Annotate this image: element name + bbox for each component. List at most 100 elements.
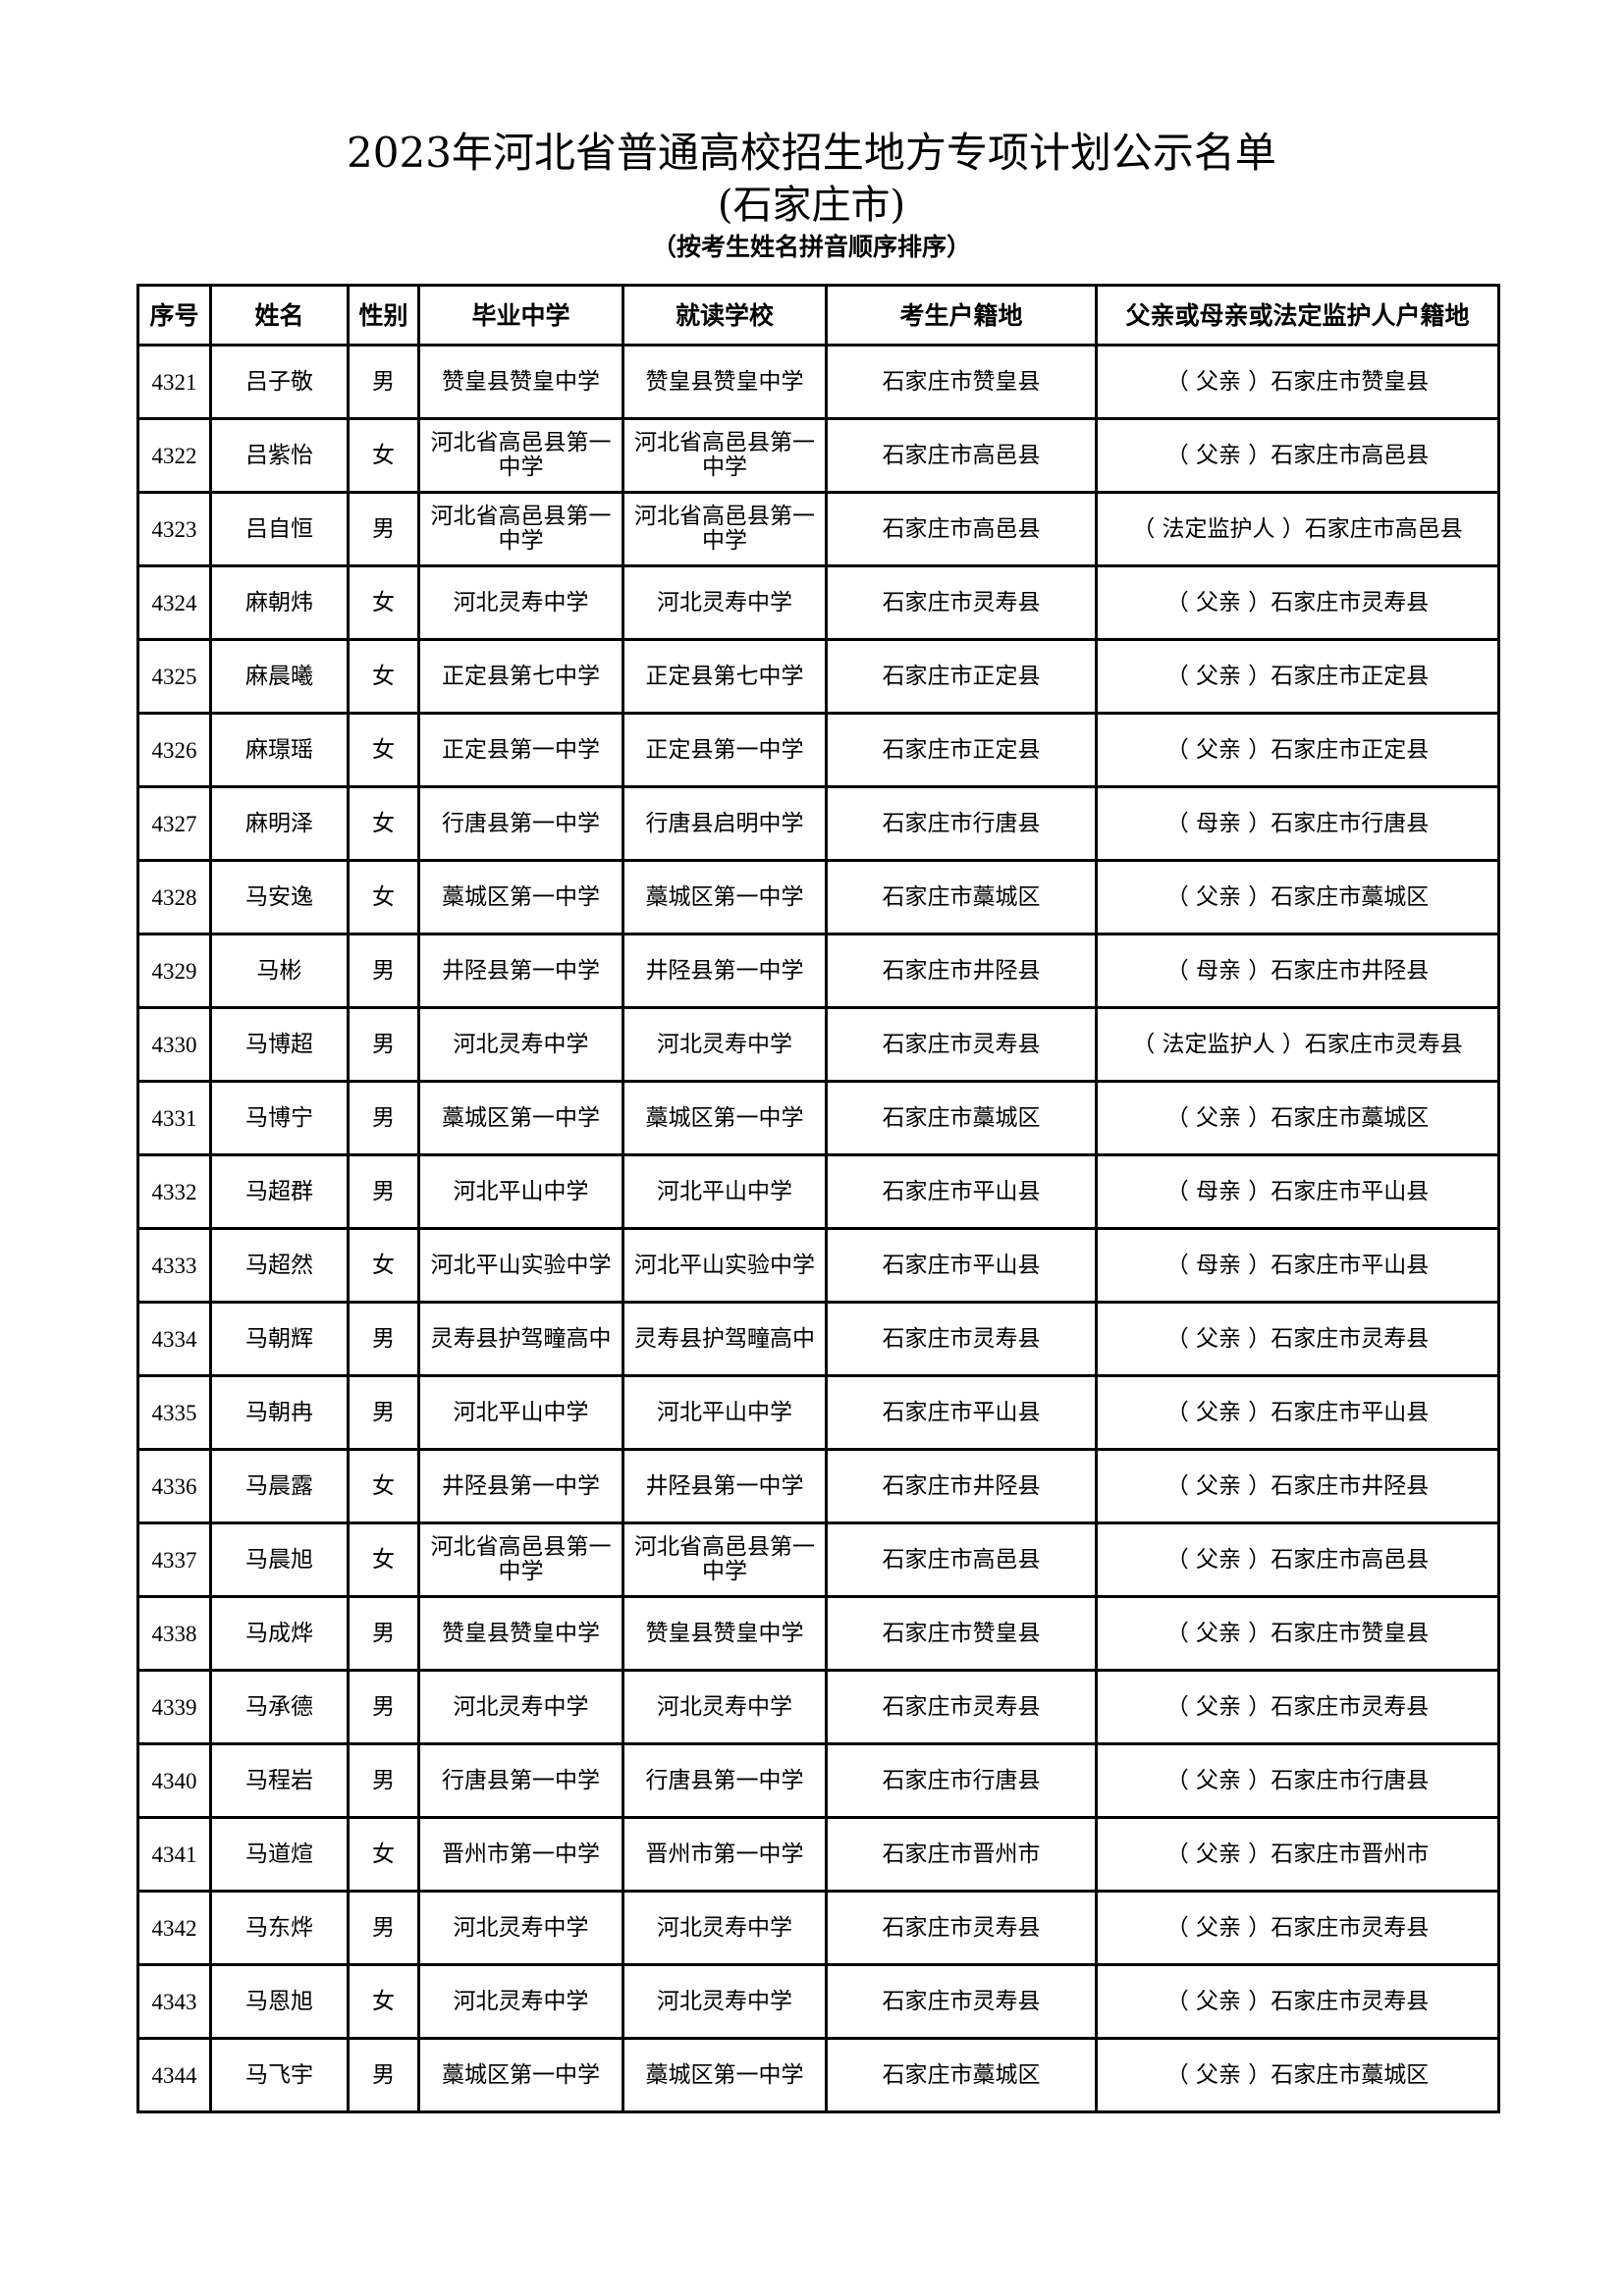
cell-student-hukou: 石家庄市灵寿县 (825, 1006, 1098, 1083)
cell-student-hukou: 石家庄市高邑县 (825, 417, 1098, 494)
table-row: 4337 马晨旭女河北省高邑县第一中学 河北省高邑县第一中学 石家庄市高邑县（ 父亲 … (136, 1522, 1500, 1598)
cell-graduated-school: 晋州市第一中学 (417, 1816, 624, 1893)
cell-index: 4326 (136, 712, 212, 788)
cell-current-school: 正定县第七中学 (622, 638, 828, 715)
cell-guardian-hukou: （ 父亲 ）石家庄市灵寿县 (1095, 1890, 1500, 1966)
cell-index: 4327 (136, 785, 212, 862)
header-guardian-hukou: 父亲或母亲或法定监护人户籍地 (1095, 284, 1500, 347)
cell-guardian-hukou: （ 母亲 ）石家庄市平山县 (1095, 1227, 1500, 1304)
cell-index: 4334 (136, 1301, 212, 1377)
cell-gender: 男 (347, 1669, 420, 1745)
cell-guardian-hukou: （ 法定监护人 ）石家庄市高邑县 (1095, 491, 1500, 567)
cell-student-hukou: 石家庄市平山县 (825, 1153, 1098, 1230)
cell-current-school: 河北省高邑县第一中学 (622, 1522, 828, 1598)
cell-name: 马超然 (209, 1227, 350, 1304)
cell-name: 麻晨曦 (209, 638, 350, 715)
cell-graduated-school: 赞皇县赞皇中学 (417, 1595, 624, 1672)
cell-graduated-school: 藁城区第一中学 (417, 1080, 624, 1156)
cell-gender: 女 (347, 1522, 420, 1598)
cell-current-school: 河北平山中学 (622, 1374, 828, 1451)
cell-index: 4321 (136, 344, 212, 420)
cell-graduated-school: 河北灵寿中学 (417, 1890, 624, 1966)
cell-guardian-hukou: （ 父亲 ）石家庄市灵寿县 (1095, 1963, 1500, 2040)
cell-student-hukou: 石家庄市灵寿县 (825, 1890, 1098, 1966)
cell-current-school: 河北灵寿中学 (622, 1890, 828, 1966)
cell-gender: 男 (347, 344, 420, 420)
cell-graduated-school: 河北省高邑县第一中学 (417, 417, 624, 494)
cell-current-school: 赞皇县赞皇中学 (622, 1595, 828, 1672)
cell-graduated-school: 藁城区第一中学 (417, 859, 624, 935)
cell-index: 4323 (136, 491, 212, 567)
table-row: 4322 吕紫怡女河北省高邑县第一中学 河北省高邑县第一中学 石家庄市高邑县（ 父亲 … (136, 417, 1500, 494)
cell-index: 4331 (136, 1080, 212, 1156)
cell-current-school: 正定县第一中学 (622, 712, 828, 788)
cell-gender: 女 (347, 1227, 420, 1304)
cell-guardian-hukou: （ 父亲 ）石家庄市藁城区 (1095, 859, 1500, 935)
cell-student-hukou: 石家庄市正定县 (825, 638, 1098, 715)
cell-gender: 男 (347, 1080, 420, 1156)
cell-student-hukou: 石家庄市平山县 (825, 1227, 1098, 1304)
cell-current-school: 河北灵寿中学 (622, 1006, 828, 1083)
cell-guardian-hukou: （ 父亲 ）石家庄市高邑县 (1095, 417, 1500, 494)
cell-graduated-school: 河北灵寿中学 (417, 1669, 624, 1745)
cell-current-school: 行唐县启明中学 (622, 785, 828, 862)
table-row: 4326 麻璟瑶女正定县第一中学 正定县第一中学 石家庄市正定县（ 父亲 ）石家庄市正… (136, 712, 1500, 788)
cell-student-hukou: 石家庄市行唐县 (825, 785, 1098, 862)
cell-current-school: 河北平山中学 (622, 1153, 828, 1230)
cell-name: 马博宁 (209, 1080, 350, 1156)
cell-name: 马晨旭 (209, 1522, 350, 1598)
cell-gender: 女 (347, 1816, 420, 1893)
cell-student-hukou: 石家庄市灵寿县 (825, 564, 1098, 641)
cell-student-hukou: 石家庄市藁城区 (825, 1080, 1098, 1156)
cell-name: 麻明泽 (209, 785, 350, 862)
table-row: 4338 马成烨男赞皇县赞皇中学 赞皇县赞皇中学 石家庄市赞皇县（ 父亲 ）石家庄市赞… (136, 1595, 1500, 1672)
cell-index: 4343 (136, 1963, 212, 2040)
cell-graduated-school: 河北灵寿中学 (417, 1006, 624, 1083)
cell-index: 4339 (136, 1669, 212, 1745)
cell-current-school: 河北平山实验中学 (622, 1227, 828, 1304)
sort-note: （按考生姓名拼音顺序排序） (651, 233, 971, 261)
cell-current-school: 井陉县第一中学 (622, 933, 828, 1009)
document-title: 2023年河北省普通高校招生地方专项计划公示名单 (347, 129, 1276, 177)
cell-student-hukou: 石家庄市高邑县 (825, 1522, 1098, 1598)
cell-name: 马彬 (209, 933, 350, 1009)
cell-student-hukou: 石家庄市灵寿县 (825, 1963, 1098, 2040)
table-row: 4340 马程岩男行唐县第一中学 行唐县第一中学 石家庄市行唐县（ 父亲 ）石家庄市行… (136, 1742, 1500, 1819)
cell-student-hukou: 石家庄市井陉县 (825, 1448, 1098, 1524)
cell-name: 马程岩 (209, 1742, 350, 1819)
cell-name: 马超群 (209, 1153, 350, 1230)
cell-index: 4335 (136, 1374, 212, 1451)
cell-graduated-school: 河北平山实验中学 (417, 1227, 624, 1304)
cell-name: 麻璟瑶 (209, 712, 350, 788)
cell-name: 马安逸 (209, 859, 350, 935)
admission-list-table: 序号 姓名 性别 毕业中学 就读学校 考生户籍地 父亲或母亲或法定监护人户籍地 … (136, 284, 1500, 2113)
cell-graduated-school: 井陉县第一中学 (417, 933, 624, 1009)
cell-guardian-hukou: （ 父亲 ）石家庄市灵寿县 (1095, 564, 1500, 641)
header-gender: 性别 (347, 284, 420, 347)
table-row: 4336 马晨露女井陉县第一中学 井陉县第一中学 石家庄市井陉县（ 父亲 ）石家庄市井… (136, 1448, 1500, 1524)
cell-student-hukou: 石家庄市灵寿县 (825, 1669, 1098, 1745)
cell-current-school: 河北灵寿中学 (622, 564, 828, 641)
table-row: 4341 马道煊女晋州市第一中学 晋州市第一中学 石家庄市晋州市（ 父亲 ）石家庄市晋… (136, 1816, 1500, 1893)
cell-current-school: 灵寿县护驾疃高中 (622, 1301, 828, 1377)
cell-current-school: 河北灵寿中学 (622, 1669, 828, 1745)
cell-index: 4338 (136, 1595, 212, 1672)
cell-guardian-hukou: （ 父亲 ）石家庄市藁城区 (1095, 1080, 1500, 1156)
cell-index: 4322 (136, 417, 212, 494)
cell-guardian-hukou: （ 父亲 ）石家庄市正定县 (1095, 638, 1500, 715)
table-row: 4342 马东烨男河北灵寿中学 河北灵寿中学 石家庄市灵寿县（ 父亲 ）石家庄市灵寿县 (136, 1890, 1500, 1966)
cell-gender: 男 (347, 933, 420, 1009)
cell-gender: 女 (347, 712, 420, 788)
cell-index: 4336 (136, 1448, 212, 1524)
cell-name: 马晨露 (209, 1448, 350, 1524)
cell-graduated-school: 行唐县第一中学 (417, 1742, 624, 1819)
cell-guardian-hukou: （ 法定监护人 ）石家庄市灵寿县 (1095, 1006, 1500, 1083)
header-index: 序号 (136, 284, 212, 347)
cell-graduated-school: 正定县第七中学 (417, 638, 624, 715)
header-graduated-school: 毕业中学 (417, 284, 624, 347)
cell-gender: 男 (347, 1301, 420, 1377)
cell-student-hukou: 石家庄市晋州市 (825, 1816, 1098, 1893)
cell-index: 4330 (136, 1006, 212, 1083)
cell-name: 马朝冉 (209, 1374, 350, 1451)
cell-name: 吕紫怡 (209, 417, 350, 494)
